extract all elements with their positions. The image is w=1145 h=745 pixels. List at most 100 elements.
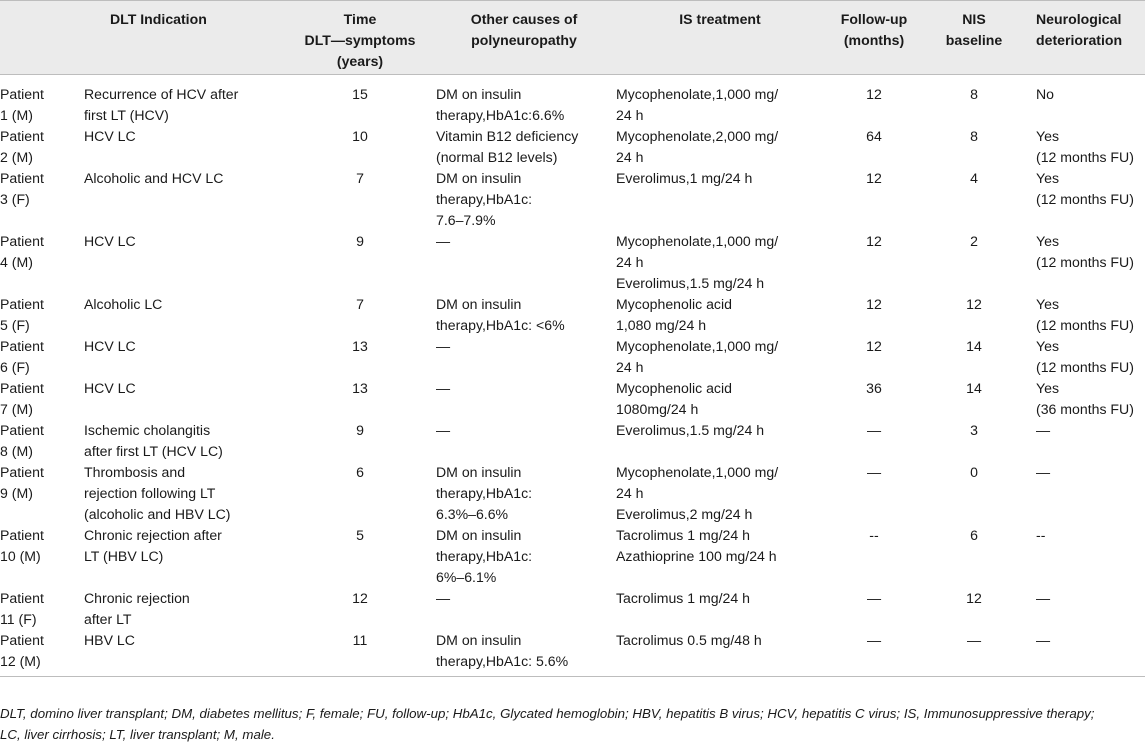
- cell-time-dlt-symptoms: 13: [352, 380, 368, 396]
- table-row: Patient 3 (F) Alcoholic and HCV LC 7 DM on …: [0, 168, 1145, 231]
- header-dlt-indication: DLT Indication: [82, 0, 286, 75]
- cell-nis-baseline: 3: [970, 422, 978, 438]
- cell-time-dlt-symptoms: 5: [356, 527, 364, 543]
- cell-dlt-indication: Thrombosis and rejection following LT (a…: [84, 464, 231, 522]
- table-row: Patient 5 (F) Alcoholic LC 7 DM on insulin …: [0, 294, 1145, 336]
- table-body: Patient 1 (M) Recurrence of HCV after fir…: [0, 75, 1145, 677]
- cell-neurological-deterioration: —: [1036, 590, 1051, 606]
- table-row: Patient 8 (M) Ischemic cholangitis after …: [0, 420, 1145, 462]
- cell-other-causes: —: [436, 233, 451, 249]
- cell-time-dlt-symptoms: 13: [352, 338, 368, 354]
- cell-follow-up: 64: [866, 128, 882, 144]
- header-row: DLT Indication Time DLT—symptoms (years)…: [0, 0, 1145, 75]
- table-row: Patient 10 (M) Chronic rejection after LT…: [0, 525, 1145, 588]
- cell-follow-up: —: [866, 590, 882, 606]
- cell-other-causes: —: [436, 380, 451, 396]
- cell-patient: Patient 3 (F): [0, 170, 44, 207]
- cell-is-treatment: Tacrolimus 1 mg/24 h Azathioprine 100 mg…: [616, 527, 777, 564]
- header-nis-baseline: NIS baseline: [922, 0, 1026, 75]
- cell-follow-up: 12: [866, 296, 882, 312]
- header-other-causes: Other causes of polyneuropathy: [434, 0, 614, 75]
- cell-time-dlt-symptoms: 9: [356, 422, 364, 438]
- cell-dlt-indication: HBV LC: [82, 630, 286, 677]
- cell-follow-up: 12: [866, 338, 882, 354]
- cell-nis-baseline: 12: [966, 296, 982, 312]
- table-header: DLT Indication Time DLT—symptoms (years)…: [0, 0, 1145, 75]
- cell-dlt-indication: HCV LC: [84, 380, 136, 396]
- cell-other-causes: DM on insulin therapy,HbA1c: 7.6–7.9%: [436, 170, 533, 228]
- cell-other-causes: —: [436, 338, 451, 354]
- cell-time-dlt-symptoms: 7: [356, 170, 364, 186]
- cell-patient: Patient 6 (F): [0, 338, 44, 375]
- table-row: Patient 7 (M) HCV LC 13 — Mycophenolic acid …: [0, 378, 1145, 420]
- cell-follow-up: 12: [866, 86, 882, 102]
- cell-other-causes: DM on insulin therapy,HbA1c: 6.3%–6.6%: [436, 464, 533, 522]
- cell-other-causes: DM on insulin therapy,HbA1c: 6%–6.1%: [436, 527, 533, 585]
- table-row: Patient 1 (M) Recurrence of HCV after fir…: [0, 75, 1145, 127]
- cell-is-treatment: Mycophenolate,1,000 mg/ 24 h Everolimus,…: [616, 233, 779, 291]
- cell-nis-baseline: 14: [966, 380, 982, 396]
- table-row: Patient 4 (M) HCV LC 9 — Mycophenolate,1,000…: [0, 231, 1145, 294]
- cell-nis-baseline: 8: [970, 128, 978, 144]
- cell-neurological-deterioration: --: [1036, 527, 1046, 543]
- cell-is-treatment: Mycophenolic acid 1080mg/24 h: [616, 380, 732, 417]
- cell-is-treatment: Mycophenolate,1,000 mg/ 24 h: [616, 86, 779, 123]
- cell-neurological-deterioration: Yes (12 months FU): [1036, 296, 1134, 333]
- cell-is-treatment: Everolimus,1.5 mg/24 h: [616, 422, 765, 438]
- table-row: Patient 6 (F) HCV LC 13 — Mycophenolate,1,00…: [0, 336, 1145, 378]
- cell-neurological-deterioration: Yes (12 months FU): [1036, 128, 1134, 165]
- cell-patient: Patient 10 (M): [0, 527, 44, 564]
- table-row: Patient 2 (M) HCV LC 10 Vitamin B12 deficie…: [0, 126, 1145, 168]
- cell-is-treatment: Tacrolimus 1 mg/24 h: [616, 590, 750, 606]
- cell-time-dlt-symptoms: 15: [352, 86, 368, 102]
- cell-other-causes: DM on insulin therapy,HbA1c:6.6%: [436, 86, 565, 123]
- cell-dlt-indication: Chronic rejection after LT (HBV LC): [84, 527, 222, 564]
- cell-is-treatment: Mycophenolate,1,000 mg/ 24 h Everolimus,…: [616, 464, 779, 522]
- cell-patient: Patient 1 (M): [0, 86, 44, 123]
- table-row: Patient 12 (M) HBV LC 11 DM on insulin ther…: [0, 630, 1145, 677]
- cell-time-dlt-symptoms: 6: [356, 464, 364, 480]
- cell-nis-baseline: 8: [970, 86, 978, 102]
- header-neurological-deterioration: Neurological deterioration: [1026, 0, 1145, 75]
- cell-follow-up: —: [826, 630, 922, 677]
- cell-patient: Patient 5 (F): [0, 296, 44, 333]
- table-footnote: DLT, domino liver transplant; DM, diabet…: [0, 706, 1095, 742]
- cell-nis-baseline: 14: [966, 338, 982, 354]
- cell-dlt-indication: Recurrence of HCV after first LT (HCV): [84, 86, 239, 123]
- cell-nis-baseline: 6: [970, 527, 978, 543]
- table-row: Patient 9 (M) Thrombosis and rejection fo…: [0, 462, 1145, 525]
- header-is-treatment: IS treatment: [614, 0, 826, 75]
- cell-neurological-deterioration: No: [1036, 86, 1055, 102]
- cell-dlt-indication: Ischemic cholangitis after first LT (HCV…: [84, 422, 223, 459]
- cell-follow-up: —: [866, 422, 882, 438]
- header-patient: [0, 0, 82, 75]
- cell-other-causes: —: [436, 590, 451, 606]
- cell-follow-up: 12: [866, 233, 882, 249]
- cell-patient: Patient 9 (M): [0, 464, 44, 501]
- cell-patient: Patient 12 (M): [0, 630, 82, 677]
- cell-patient: Patient 11 (F): [0, 590, 44, 627]
- cell-neurological-deterioration: —: [1036, 422, 1051, 438]
- cell-other-causes: DM on insulin therapy,HbA1c: <6%: [436, 296, 565, 333]
- table-row: Patient 11 (F) Chronic rejection after LT…: [0, 588, 1145, 630]
- cell-nis-baseline: —: [922, 630, 1026, 677]
- cell-nis-baseline: 4: [970, 170, 978, 186]
- patients-table: DLT Indication Time DLT—symptoms (years)…: [0, 0, 1145, 677]
- cell-time-dlt-symptoms: 12: [352, 590, 368, 606]
- cell-other-causes: DM on insulin therapy,HbA1c: 5.6%: [434, 630, 614, 677]
- cell-dlt-indication: HCV LC: [84, 233, 136, 249]
- cell-nis-baseline: 0: [970, 464, 978, 480]
- cell-nis-baseline: 12: [966, 590, 982, 606]
- cell-dlt-indication: Chronic rejection after LT: [84, 590, 190, 627]
- cell-follow-up: --: [869, 527, 879, 543]
- cell-dlt-indication: HCV LC: [84, 338, 136, 354]
- cell-neurological-deterioration: Yes (12 months FU): [1036, 233, 1134, 270]
- cell-is-treatment: Mycophenolate,1,000 mg/ 24 h: [616, 338, 779, 375]
- header-time-dlt-symptoms: Time DLT—symptoms (years): [286, 0, 434, 75]
- cell-patient: Patient 4 (M): [0, 233, 44, 270]
- cell-nis-baseline: 2: [970, 233, 978, 249]
- cell-is-treatment: Mycophenolic acid 1,080 mg/24 h: [616, 296, 732, 333]
- cell-dlt-indication: HCV LC: [84, 128, 136, 144]
- cell-patient: Patient 7 (M): [0, 380, 44, 417]
